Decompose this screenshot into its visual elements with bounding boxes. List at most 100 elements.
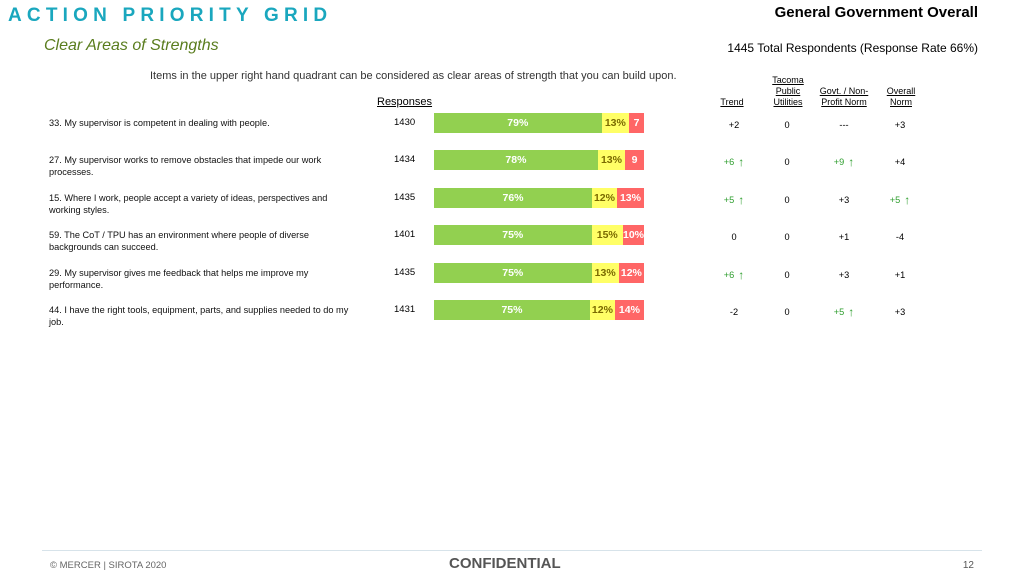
tpu-header-line3: Utilities: [773, 97, 803, 107]
tpu-value-text: 0: [784, 307, 790, 317]
favorable-segment: 76%: [434, 188, 593, 208]
overall-norm-value: -4: [882, 232, 918, 242]
tpu-value: 0: [769, 195, 805, 205]
response-count: 1435: [394, 267, 416, 278]
govt-norm-header-line2: Profit Norm: [821, 97, 867, 107]
stacked-bar: 79% 13% 7: [434, 113, 644, 133]
tpu-value: 0: [769, 270, 805, 280]
stacked-bar: 75% 12% 14%: [434, 300, 644, 320]
govt-norm-value-text: +3: [838, 195, 850, 205]
stacked-bar: 75% 15% 10%: [434, 225, 644, 245]
govt-norm-value-text: +5: [833, 307, 845, 317]
overall-norm-value: +3: [882, 120, 918, 130]
report-scope-title: General Government Overall: [774, 4, 978, 21]
favorable-segment: 78%: [434, 150, 598, 170]
neutral-segment: 13%: [601, 113, 630, 133]
tpu-value: 0: [769, 307, 805, 317]
page-subtitle: Clear Areas of Strengths: [44, 37, 219, 54]
trend-value: +5 ↑: [716, 193, 752, 207]
overall-norm-header-line2: Norm: [890, 97, 912, 107]
stacked-bar: 76% 12% 13%: [434, 188, 644, 208]
question-text: 27. My supervisor works to remove obstac…: [49, 155, 322, 177]
response-count: 1434: [394, 154, 416, 165]
govt-norm-value: +3: [826, 270, 862, 280]
unfavorable-segment: 10%: [623, 225, 644, 245]
overall-norm-value: +3: [882, 307, 918, 317]
trend-header-label: Trend: [720, 97, 744, 107]
neutral-segment: 12%: [589, 300, 615, 320]
overall-norm-value-text: +4: [894, 157, 906, 167]
trend-header: Trend: [712, 97, 752, 108]
unfavorable-segment: 12%: [618, 263, 644, 283]
response-count: 1430: [394, 117, 416, 128]
favorable-segment: 75%: [434, 263, 592, 283]
favorable-segment: 75%: [434, 225, 592, 245]
response-count: 1401: [394, 229, 416, 240]
tpu-header-line1: Tacoma: [772, 75, 804, 85]
trend-value: -2: [716, 307, 752, 317]
govt-norm-value-text: +1: [838, 232, 850, 242]
intro-text: Items in the upper right hand quadrant c…: [150, 70, 677, 82]
question-text: 29. My supervisor gives me feedback that…: [49, 268, 309, 290]
responses-header: Responses: [377, 96, 433, 108]
stacked-bar: 78% 13% 9: [434, 150, 644, 170]
tpu-value: 0: [769, 157, 805, 167]
govt-norm-header: Govt. / Non- Profit Norm: [812, 86, 876, 108]
up-arrow-icon: ↑: [904, 193, 911, 207]
trend-value: +6 ↑: [716, 269, 752, 281]
trend-value-text: +6: [723, 157, 735, 167]
govt-norm-value-text: ---: [839, 120, 849, 130]
question-text: 59. The CoT / TPU has an environment whe…: [49, 230, 309, 252]
govt-norm-header-line1: Govt. / Non-: [819, 86, 869, 96]
neutral-segment: 15%: [591, 225, 623, 245]
neutral-segment: 12%: [592, 188, 617, 208]
page-title: ACTION PRIORITY GRID: [8, 5, 333, 26]
overall-norm-header-line1: Overall: [886, 86, 916, 96]
overall-norm-value-text: +3: [894, 307, 906, 317]
page-number: 12: [962, 560, 974, 571]
response-count: 1435: [394, 192, 416, 203]
govt-norm-value: +9 ↑: [826, 155, 862, 169]
tpu-value: 0: [769, 120, 805, 130]
govt-norm-value: +5 ↑: [826, 305, 862, 319]
trend-value-text: +2: [728, 120, 740, 130]
govt-norm-value: +3: [826, 195, 862, 205]
unfavorable-segment: 7: [629, 113, 644, 133]
question-text: 44. I have the right tools, equipment, p…: [49, 305, 349, 327]
trend-value-text: 0: [731, 232, 737, 242]
tpu-header-line2: Public: [775, 86, 801, 96]
neutral-segment: 13%: [591, 263, 619, 283]
up-arrow-icon: ↑: [848, 305, 855, 319]
trend-value-text: +6: [723, 270, 735, 280]
unfavorable-segment: 9: [625, 150, 644, 170]
overall-norm-header: Overall Norm: [880, 86, 922, 108]
confidential-label: CONFIDENTIAL: [449, 555, 561, 572]
up-arrow-icon: ↑: [738, 155, 745, 169]
govt-norm-value-text: +3: [838, 270, 850, 280]
response-count: 1431: [394, 304, 416, 315]
overall-norm-value-text: +5: [889, 195, 901, 205]
copyright: © MERCER | SIROTA 2020: [50, 560, 167, 571]
tpu-value-text: 0: [784, 120, 790, 130]
govt-norm-value: +1: [826, 232, 862, 242]
question-text: 15. Where I work, people accept a variet…: [49, 193, 328, 215]
unfavorable-segment: 13%: [616, 188, 644, 208]
tpu-header: Tacoma Public Utilities: [763, 75, 813, 108]
trend-value-text: +5: [723, 195, 735, 205]
favorable-segment: 75%: [434, 300, 590, 320]
up-arrow-icon: ↑: [848, 155, 855, 169]
favorable-segment: 79%: [434, 113, 602, 133]
tpu-value-text: 0: [784, 157, 790, 167]
overall-norm-value: +4: [882, 157, 918, 167]
footer-divider: [42, 550, 982, 551]
govt-norm-value: ---: [826, 120, 862, 130]
tpu-value-text: 0: [784, 232, 790, 242]
trend-value: +6 ↑: [716, 155, 752, 169]
up-arrow-icon: ↑: [738, 193, 745, 207]
tpu-value: 0: [769, 232, 805, 242]
trend-value-text: -2: [729, 307, 739, 317]
overall-norm-value-text: +3: [894, 120, 906, 130]
govt-norm-value-text: +9: [833, 157, 845, 167]
neutral-segment: 13%: [597, 150, 626, 170]
overall-norm-value-text: +1: [894, 270, 906, 280]
